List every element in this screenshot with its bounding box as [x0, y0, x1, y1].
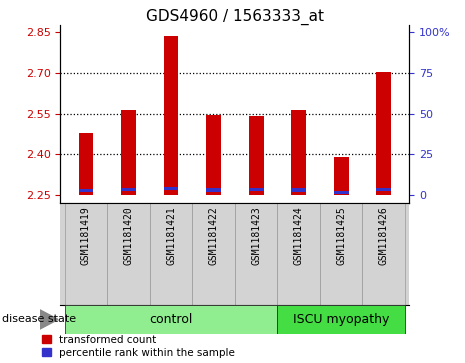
Text: ISCU myopathy: ISCU myopathy: [293, 313, 389, 326]
Bar: [277, 203, 320, 305]
Bar: [206, 188, 221, 192]
Text: GSM1181425: GSM1181425: [336, 206, 346, 265]
Bar: [65, 203, 107, 305]
Text: GSM1181422: GSM1181422: [209, 206, 219, 265]
Bar: [65, 305, 277, 334]
Text: GSM1181423: GSM1181423: [251, 206, 261, 265]
Bar: [121, 188, 136, 191]
Bar: [249, 117, 264, 195]
Bar: [376, 72, 391, 195]
Bar: [376, 188, 391, 191]
Bar: [291, 188, 306, 192]
Bar: [206, 115, 221, 195]
Bar: [320, 203, 362, 305]
Bar: [164, 187, 179, 190]
Text: GSM1181421: GSM1181421: [166, 206, 176, 265]
Bar: [277, 305, 405, 334]
Bar: [249, 188, 264, 191]
Text: GSM1181424: GSM1181424: [293, 206, 304, 265]
Bar: [79, 132, 93, 195]
Text: GSM1181420: GSM1181420: [124, 206, 133, 265]
Bar: [235, 203, 277, 305]
Bar: [79, 189, 93, 192]
Legend: transformed count, percentile rank within the sample: transformed count, percentile rank withi…: [42, 335, 235, 358]
Bar: [121, 110, 136, 195]
Text: GSM1181419: GSM1181419: [81, 206, 91, 265]
Bar: [107, 203, 150, 305]
Bar: [362, 203, 405, 305]
Text: GSM1181426: GSM1181426: [379, 206, 389, 265]
Bar: [334, 191, 349, 194]
Polygon shape: [40, 310, 58, 329]
Bar: [334, 157, 349, 195]
Bar: [291, 110, 306, 195]
Text: disease state: disease state: [2, 314, 76, 325]
Title: GDS4960 / 1563333_at: GDS4960 / 1563333_at: [146, 9, 324, 25]
Bar: [150, 203, 193, 305]
Text: control: control: [149, 313, 193, 326]
Bar: [164, 36, 179, 195]
Bar: [193, 203, 235, 305]
